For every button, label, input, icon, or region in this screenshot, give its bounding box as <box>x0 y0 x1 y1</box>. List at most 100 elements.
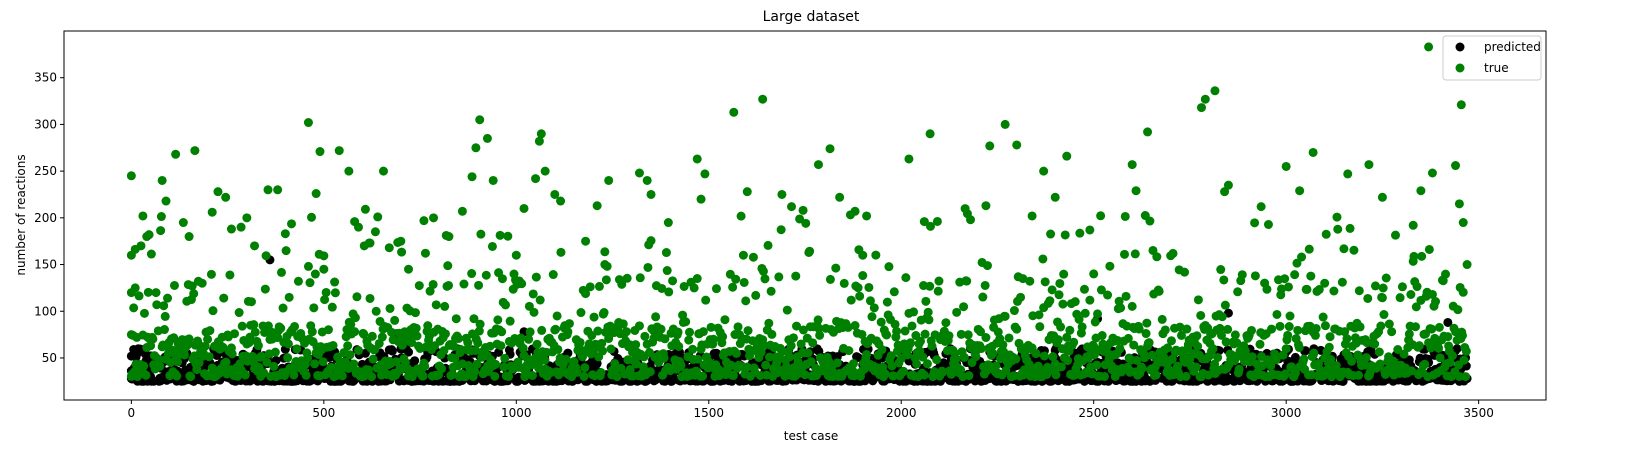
point-true <box>1145 216 1155 226</box>
point-true <box>900 326 910 336</box>
point-true <box>808 338 818 348</box>
point-true <box>292 344 302 354</box>
point-true <box>154 355 164 365</box>
point-true <box>497 274 507 284</box>
point-true <box>1309 348 1319 358</box>
point-true <box>173 357 183 367</box>
point-true <box>454 334 464 344</box>
point-true <box>360 204 370 214</box>
point-true <box>901 273 911 283</box>
point-true <box>1462 260 1472 270</box>
point-true <box>474 326 484 336</box>
point-true <box>634 321 644 331</box>
point-true <box>964 371 974 381</box>
point-true <box>481 270 491 280</box>
point-true <box>1461 346 1471 356</box>
point-true <box>518 343 528 353</box>
point-true <box>472 359 482 369</box>
point-true <box>1434 322 1444 332</box>
point-true <box>1377 192 1387 202</box>
point-true <box>157 175 167 185</box>
point-true <box>141 370 151 380</box>
point-true <box>1097 331 1107 341</box>
point-true <box>689 283 699 293</box>
point-true <box>189 289 199 299</box>
point-true <box>1329 286 1339 296</box>
point-true <box>350 327 360 337</box>
point-true <box>236 222 246 232</box>
point-true <box>622 273 632 283</box>
point-true <box>1374 347 1384 357</box>
point-true <box>1333 224 1343 234</box>
point-true <box>1434 343 1444 353</box>
y-axis-label: number of reactions <box>14 154 28 275</box>
point-true <box>1250 218 1260 228</box>
point-true <box>345 350 355 360</box>
point-true <box>151 288 161 298</box>
point-true <box>871 250 881 260</box>
point-true <box>1042 369 1052 379</box>
point-true <box>801 218 811 228</box>
point-true <box>1377 293 1387 303</box>
point-true <box>959 352 969 362</box>
point-true <box>301 370 311 380</box>
point-true <box>431 300 441 310</box>
point-true <box>208 306 218 316</box>
point-true <box>1123 333 1133 343</box>
point-true <box>253 341 263 351</box>
point-true <box>532 339 542 349</box>
point-true <box>496 341 506 351</box>
point-true <box>1144 338 1154 348</box>
legend-label-predicted: predicted <box>1484 40 1541 54</box>
point-true <box>1364 160 1374 170</box>
point-true <box>169 333 179 343</box>
point-true <box>1127 301 1137 311</box>
point-true <box>419 216 429 226</box>
point-true <box>192 365 202 375</box>
point-true <box>761 360 771 370</box>
point-true <box>1412 282 1422 292</box>
point-true <box>449 341 459 351</box>
point-true <box>904 154 914 164</box>
point-true <box>129 303 139 313</box>
point-true <box>944 331 954 341</box>
point-true <box>882 330 892 340</box>
point-true <box>956 329 966 339</box>
point-true <box>1263 220 1273 230</box>
point-true <box>1045 296 1055 306</box>
point-true <box>1182 324 1192 334</box>
point-true <box>1079 284 1089 294</box>
y-tick-label: 350 <box>34 71 57 85</box>
point-true <box>880 369 890 379</box>
point-true <box>371 306 381 316</box>
point-true <box>1379 310 1389 320</box>
point-true <box>980 280 990 290</box>
point-true <box>1191 362 1201 372</box>
point-true <box>1203 370 1213 380</box>
point-true <box>474 280 484 290</box>
point-true <box>235 359 245 369</box>
point-true <box>1065 325 1075 335</box>
point-true <box>460 372 470 382</box>
point-true <box>1430 333 1440 343</box>
point-true <box>1046 229 1056 239</box>
point-true <box>1454 199 1464 209</box>
point-true <box>685 327 695 337</box>
point-true <box>925 129 935 139</box>
point-true <box>467 269 477 279</box>
point-true <box>1216 330 1226 340</box>
point-true <box>674 341 684 351</box>
point-true <box>1012 140 1022 150</box>
point-true <box>1166 336 1176 346</box>
point-true <box>1393 345 1403 355</box>
point-true <box>184 232 194 242</box>
point-true <box>397 247 407 257</box>
point-true <box>475 115 485 125</box>
point-true <box>213 187 223 197</box>
point-true <box>142 232 152 242</box>
point-predicted <box>126 351 136 361</box>
point-true <box>444 280 454 290</box>
point-true <box>475 319 485 329</box>
point-true <box>414 281 424 291</box>
point-true <box>1056 322 1066 332</box>
